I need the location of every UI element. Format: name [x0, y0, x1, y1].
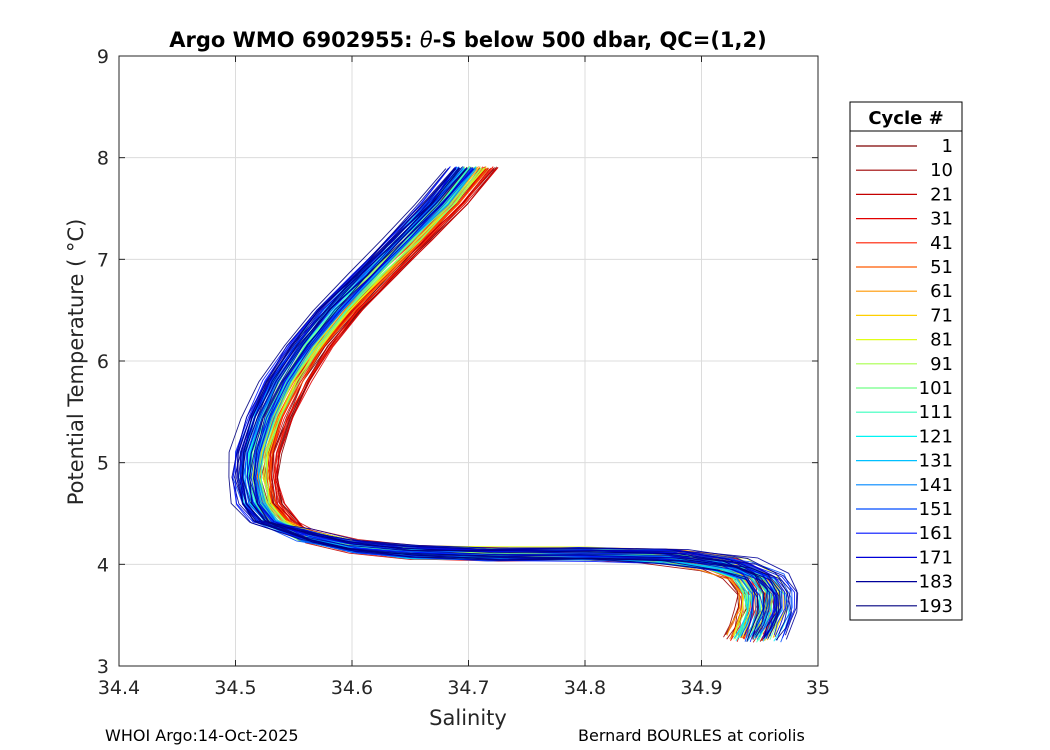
data-curves — [228, 166, 799, 643]
legend-entry: 31 — [930, 209, 953, 230]
y-tick-label: 5 — [97, 453, 109, 475]
footer-right: Bernard BOURLES at coriolis — [578, 726, 805, 745]
y-tick-label: 7 — [97, 249, 109, 271]
legend: Cycle # 1 10 21 31 41 51 61 71 81 91 101 111 121 131 1… — [849, 101, 963, 621]
legend-entry: 161 — [919, 523, 953, 544]
cycle-curve — [228, 168, 777, 639]
legend-entry: 151 — [919, 499, 953, 520]
legend-entry: 171 — [919, 547, 953, 568]
y-tick-label: 3 — [97, 656, 109, 678]
legend-entry: 41 — [930, 233, 953, 254]
legend-entry: 21 — [930, 184, 953, 205]
x-axis-label: Salinity — [429, 706, 507, 730]
x-tick-label: 34.9 — [680, 677, 722, 699]
x-tick-label: 35 — [806, 677, 830, 699]
cycle-curve — [248, 168, 780, 639]
legend-entry: 61 — [930, 281, 953, 302]
x-tick-label: 34.4 — [98, 677, 140, 699]
footer-left: WHOI Argo:14-Oct-2025 — [105, 726, 299, 745]
cycle-curve — [234, 168, 792, 641]
cycle-curve — [241, 167, 788, 637]
y-tick-label: 8 — [97, 148, 109, 170]
cycle-curve — [231, 167, 798, 636]
legend-entry: 111 — [919, 402, 953, 423]
legend-entry: 193 — [919, 596, 953, 617]
legend-entry: 91 — [930, 354, 953, 375]
y-axis-label: Potential Temperature ( °C) — [64, 219, 88, 506]
y-tick-label: 6 — [97, 351, 109, 373]
legend-entry: 10 — [930, 160, 953, 181]
legend-entry: 131 — [919, 451, 953, 472]
cycle-curve — [249, 166, 760, 643]
legend-entry: 101 — [919, 378, 953, 399]
legend-entry: 1 — [942, 136, 953, 157]
y-tick-label: 4 — [97, 554, 109, 576]
legend-entry: 71 — [930, 305, 953, 326]
legend-entry: 81 — [930, 330, 953, 351]
cycle-curve — [241, 166, 765, 636]
x-tick-label: 34.7 — [447, 677, 489, 699]
grid-lines — [119, 56, 818, 666]
x-tick-label: 34.6 — [331, 677, 373, 699]
x-tick-label: 34.8 — [564, 677, 606, 699]
cycle-curve — [253, 167, 791, 635]
x-tick-label: 34.5 — [214, 677, 256, 699]
axis-ticks: 34.4 34.5 34.6 34.7 34.8 34.9 35 3 4 5 6 7 8 9 — [97, 46, 830, 699]
legend-entry: 51 — [930, 257, 953, 278]
cycle-curve — [252, 168, 768, 637]
cycle-curve — [254, 168, 778, 640]
y-tick-label: 9 — [97, 46, 109, 68]
chart-title: Argo WMO 6902955: θ-S below 500 dbar, QC… — [169, 28, 766, 52]
legend-title: Cycle # — [868, 108, 943, 129]
legend-entry: 183 — [919, 572, 953, 593]
legend-entry: 141 — [919, 475, 953, 496]
legend-entry: 121 — [919, 426, 953, 447]
